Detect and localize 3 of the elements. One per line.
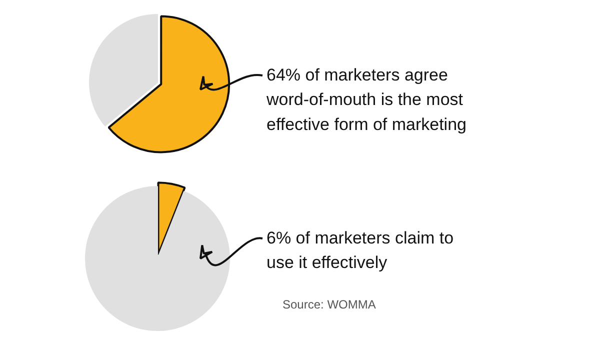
text: 6% of marketers claim to use it effectively — [266, 228, 454, 272]
source-note: Source: WOMMA — [282, 298, 376, 312]
text: 64% of marketers agree word-of-mouth is the most effective form of marketing — [266, 66, 466, 134]
